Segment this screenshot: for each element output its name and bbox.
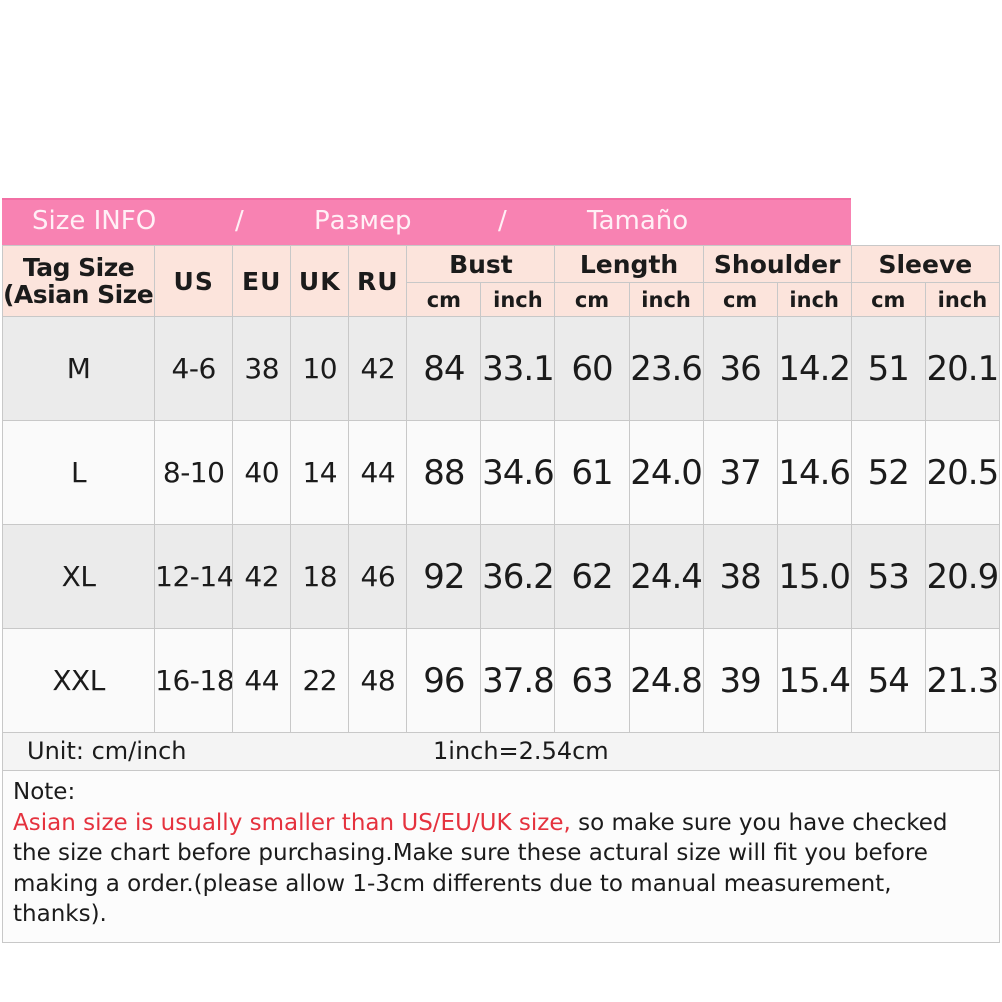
table-cell: 96 [406,628,482,733]
table-cell: 16-18 [154,628,234,733]
header-uk: UK [290,245,350,317]
table-cell: L [1,420,156,525]
header-group-row: Tag Size (Asian Size) US EU UK RU Bust L… [1,245,1001,317]
table-cell: 92 [406,524,482,629]
table-cell: 42 [232,524,292,629]
header-sleeve: Sleeve [850,245,1001,283]
title-separator: / [498,206,507,236]
header-sleeve-inch: inch [924,282,1001,317]
header-eu: EU [232,245,292,317]
table-cell: 52 [850,420,926,525]
table-cell: 15.4 [776,628,852,733]
table-cell: 24.4 [628,524,704,629]
header-ru: RU [348,245,408,317]
table-cell: 10 [290,316,350,421]
header-tag-size: Tag Size (Asian Size) [1,245,156,317]
header-shoulder-inch: inch [776,282,852,317]
table-cell: 44 [232,628,292,733]
table-cell: 44 [348,420,408,525]
table-cell: 84 [406,316,482,421]
table-cell: 33.1 [480,316,556,421]
table-cell: 61 [554,420,630,525]
table-cell: 46 [348,524,408,629]
table-cell: 37 [702,420,778,525]
header-shoulder: Shoulder [702,245,852,283]
table-cell: 39 [702,628,778,733]
table-cell: 12-14 [154,524,234,629]
header-us: US [154,245,234,317]
note-label: Note: [13,779,76,805]
table-cell: 18 [290,524,350,629]
header-shoulder-cm: cm [702,282,778,317]
size-chart: Size INFO / Размер / Tamaño Tag Size (As… [1,198,1001,943]
title-separator: / [235,206,244,236]
note-warning-text: Asian size is usually smaller than US/EU… [13,809,571,836]
tag-size-line2: (Asian Size) [3,280,155,309]
table-cell: 36.2 [480,524,556,629]
table-cell: 40 [232,420,292,525]
table-cell: 24.0 [628,420,704,525]
table-cell: 24.8 [628,628,704,733]
table-cell: 4-6 [154,316,234,421]
table-cell: 36 [702,316,778,421]
table-row-m: M 4-6 38 10 42 84 33.1 60 23.6 36 14.2 5… [1,316,1001,421]
title-bar: Size INFO / Размер / Tamaño [2,198,851,245]
table-cell: 14.6 [776,420,852,525]
table-cell: 63 [554,628,630,733]
title-tamano: Tamaño [587,206,689,236]
table-row-l: L 8-10 40 14 44 88 34.6 61 24.0 37 14.6 … [1,420,1001,525]
size-chart-table: Tag Size (Asian Size) US EU UK RU Bust L… [1,245,1001,733]
table-cell: 54 [850,628,926,733]
header-length-cm: cm [554,282,630,317]
unit-label: Unit: cm/inch [27,737,187,765]
unit-row: Unit: cm/inch 1inch=2.54cm [2,733,1000,771]
header-bust-cm: cm [406,282,482,317]
table-cell: 88 [406,420,482,525]
title-razmer: Размер [314,206,412,236]
table-cell: 23.6 [628,316,704,421]
table-cell: 8-10 [154,420,234,525]
header-bust-inch: inch [480,282,556,317]
table-cell: 21.3 [924,628,1001,733]
table-cell: XXL [1,628,156,733]
table-cell: 22 [290,628,350,733]
table-cell: 38 [702,524,778,629]
table-cell: M [1,316,156,421]
header-length-inch: inch [628,282,704,317]
table-cell: 20.5 [924,420,1001,525]
table-cell: 20.9 [924,524,1001,629]
table-cell: 42 [348,316,408,421]
conversion-label: 1inch=2.54cm [433,737,609,765]
table-cell: 14.2 [776,316,852,421]
table-cell: 53 [850,524,926,629]
table-cell: 48 [348,628,408,733]
header-unit-row: cm inch cm inch cm inch cm inch [3,282,1001,317]
note-box: Note: Asian size is usually smaller than… [2,771,1000,943]
table-cell: 14 [290,420,350,525]
header-length: Length [554,245,704,283]
table-cell: 38 [232,316,292,421]
tag-size-line1: Tag Size [22,253,135,282]
table-cell: 20.1 [924,316,1001,421]
title-size-info: Size INFO [32,206,157,236]
table-cell: XL [1,524,156,629]
table-cell: 51 [850,316,926,421]
table-cell: 62 [554,524,630,629]
note-body-text: so make sure you have checked the size c… [13,809,948,928]
table-cell: 37.8 [480,628,556,733]
table-row-xl: XL 12-14 42 18 46 92 36.2 62 24.4 38 15.… [1,524,1001,629]
table-cell: 60 [554,316,630,421]
table-cell: 34.6 [480,420,556,525]
table-cell: 15.0 [776,524,852,629]
header-sleeve-cm: cm [850,282,926,317]
header-bust: Bust [406,245,556,283]
table-row-xxl: XXL 16-18 44 22 48 96 37.8 63 24.8 39 15… [1,628,1001,733]
